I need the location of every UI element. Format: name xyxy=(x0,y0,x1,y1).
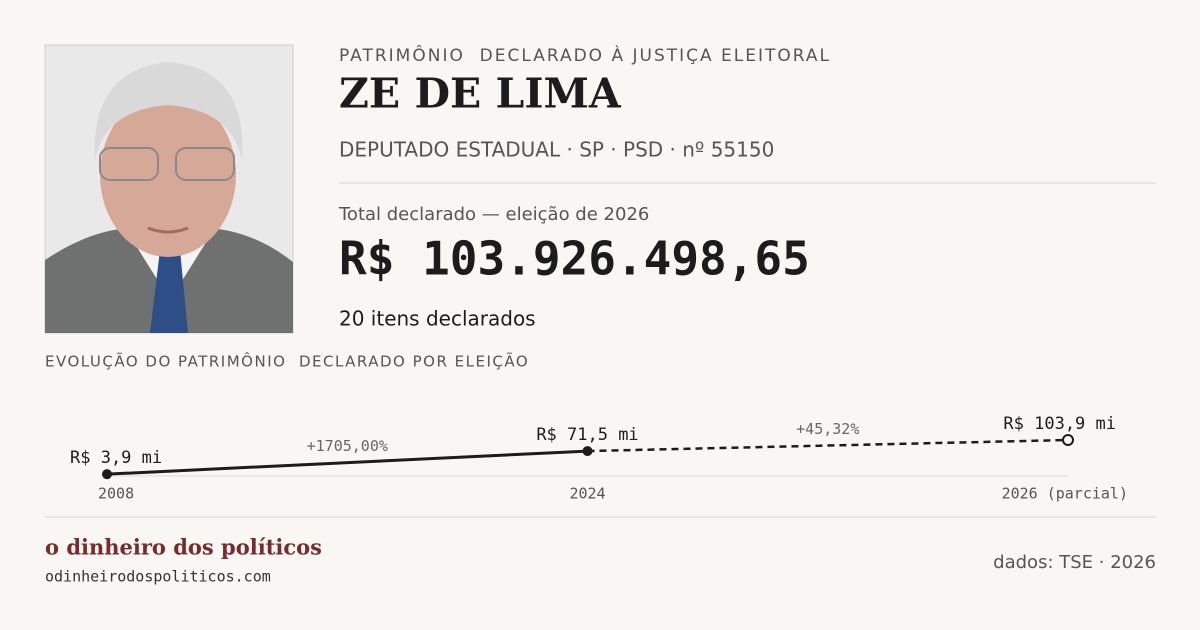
line-segment xyxy=(106,449,588,476)
x-tick-label: 2026 (parcial) xyxy=(1002,485,1128,503)
total-label: Total declarado — eleição de 2026 xyxy=(338,204,649,225)
value-label: R$ 103,9 mi xyxy=(1003,414,1116,434)
line-segment xyxy=(587,438,1069,453)
data-source: dados: TSE · 2026 xyxy=(993,552,1156,573)
point xyxy=(1062,434,1074,446)
point xyxy=(102,469,112,480)
total-amount: R$ 103.926.498,65 xyxy=(339,232,810,286)
value-label: R$ 71,5 mi xyxy=(536,425,638,445)
site-url[interactable]: odinheirodospoliticos.com xyxy=(45,568,271,586)
change-label: +45,32% xyxy=(796,420,859,438)
kicker: PATRIMÔNIO DECLARADO À JUSTIÇA ELEITORAL xyxy=(339,44,831,66)
value-label: R$ 3,9 mi xyxy=(70,448,162,468)
items-count: 20 itens declarados xyxy=(339,307,536,331)
photo xyxy=(44,44,294,334)
chart: 2008 2024 2026 (parcial) +1705,00% +45,32% R$… xyxy=(70,414,1128,503)
x-tick-label: 2024 xyxy=(569,485,605,503)
x-tick-label: 2008 xyxy=(98,485,134,503)
change-label: +1705,00% xyxy=(307,437,388,455)
brand[interactable]: o dinheiro dos políticos xyxy=(45,535,322,560)
politician-name: ZE DE LIMA xyxy=(339,70,622,118)
chart-title: EVOLUÇÃO DO PATRIMÔNIO DECLARADO POR ELE… xyxy=(45,352,529,371)
subtitle: DEPUTADO ESTADUAL · SP · PSD · nº 55150 xyxy=(339,138,774,162)
point xyxy=(582,446,593,457)
